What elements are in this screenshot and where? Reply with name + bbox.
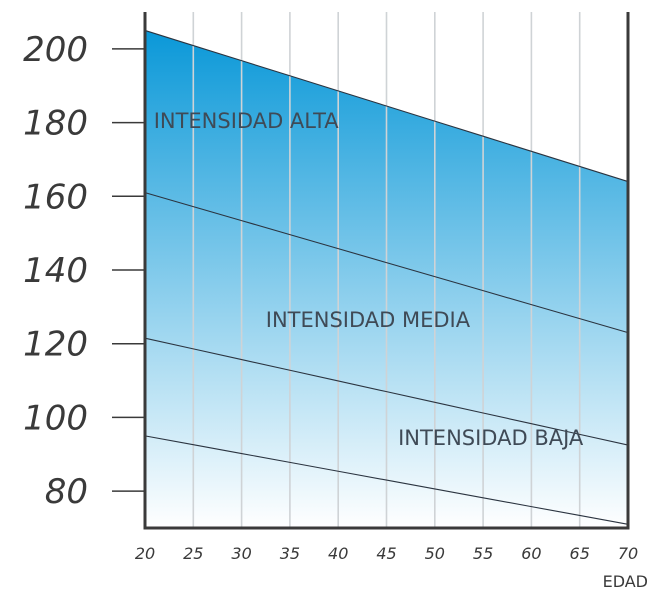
boundary-line-2 [144,192,629,334]
grid-layer [192,12,581,528]
x-tick-label: 65 [570,544,590,563]
zone-label: INTENSIDAD BAJA [398,426,584,450]
x-tick-label: 55 [473,544,493,563]
x-axis-label: EDAD [603,572,648,589]
x-tick-label: 60 [521,544,541,563]
x-tick-label: 20 [135,544,155,563]
boundary-line-1 [144,29,629,183]
zone-label: INTENSIDAD ALTA [154,109,340,133]
boundary-layer [144,29,629,525]
zone-label: INTENSIDAD MEDIA [266,308,471,332]
x-tick-layer: 20 25 30 35 40 45 50 55 60 65 70 [135,544,638,563]
x-tick-label: 70 [618,544,638,563]
x-tick-label: 40 [328,544,348,563]
y-tick-label: 160 [23,177,88,217]
y-tick-label: 100 [23,398,88,438]
x-tick-label: 25 [183,544,203,563]
y-tick-label: 200 [23,30,88,70]
y-tick-label: 180 [23,104,88,144]
zone-label-layer: INTENSIDAD ALTA INTENSIDAD MEDIA INTENSIDA… [154,109,584,450]
boundary-line-3 [144,337,629,446]
y-tick-label: 120 [23,325,88,365]
y-tick-label: 80 [45,472,88,512]
x-tick-label: 35 [280,544,300,563]
x-tick-label: 30 [231,544,251,563]
x-tick-label: 50 [425,544,445,563]
y-tick-layer: 80 100 120 140 160 180 200 [23,30,145,512]
boundary-line-4 [144,435,629,525]
x-tick-label: 45 [376,544,396,563]
y-tick-label: 140 [23,251,88,291]
